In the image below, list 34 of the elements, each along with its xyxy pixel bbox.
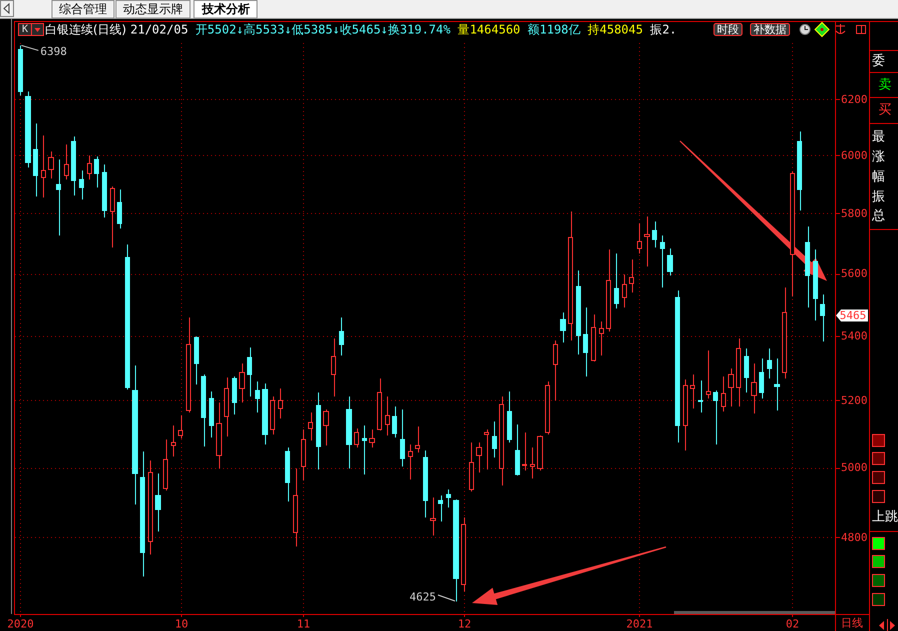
header: 白银连续(日线) 21/02/05 开5502↓高5533↓低5385↓收5465↓换319.74% 量1464560 额1198亿 持458045 振2. xyxy=(45,22,677,36)
text: 综合管理 xyxy=(59,2,107,16)
x-tick-label: 2021 xyxy=(626,618,653,630)
text: 卖 xyxy=(878,78,892,92)
text: 振 xyxy=(872,190,885,204)
x-tick-label: 02 xyxy=(786,618,800,630)
y-tick-label: 5000 xyxy=(841,461,868,474)
x-tick-label: 2020 xyxy=(7,618,34,630)
text: 动态显示牌 xyxy=(123,2,183,16)
text: 涨 xyxy=(872,150,885,164)
annotation: 5465 xyxy=(840,309,866,322)
y-tick-label: 6200 xyxy=(841,92,868,106)
text: 幅 xyxy=(872,170,885,184)
text: 上跳 xyxy=(872,510,898,524)
annotation: 时段 xyxy=(717,23,739,36)
text: 日线 xyxy=(841,616,863,630)
y-tick-label: 5400 xyxy=(841,329,868,342)
annotation: 补数据 xyxy=(754,23,786,36)
y-tick-label: 5600 xyxy=(841,267,868,280)
annotation: K xyxy=(22,24,28,35)
y-tick-label: 6000 xyxy=(841,148,868,162)
text: 最 xyxy=(872,130,885,144)
x-tick-label: 12 xyxy=(458,618,472,630)
annotation: 4625 xyxy=(409,590,436,604)
annotation: 6398 xyxy=(40,44,67,58)
text: 总 xyxy=(871,208,885,224)
text: 技术分析 xyxy=(201,2,250,16)
y-tick-label: 5200 xyxy=(841,394,868,407)
text: 委 xyxy=(872,54,885,68)
x-tick-label: 11 xyxy=(296,618,310,630)
text: 买 xyxy=(878,102,892,118)
y-tick-label: 4800 xyxy=(841,530,868,544)
y-tick-label: 5800 xyxy=(841,206,868,220)
x-tick-label: 10 xyxy=(174,618,188,630)
